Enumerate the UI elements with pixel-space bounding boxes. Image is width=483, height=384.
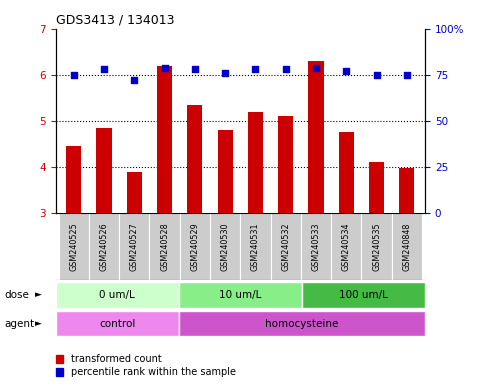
Text: GSM240531: GSM240531 bbox=[251, 222, 260, 271]
Bar bbox=[180, 213, 210, 280]
Point bbox=[373, 72, 381, 78]
Text: GSM240533: GSM240533 bbox=[312, 222, 321, 271]
Bar bbox=[66, 146, 81, 213]
Point bbox=[130, 77, 138, 83]
Bar bbox=[339, 132, 354, 213]
Text: homocysteine: homocysteine bbox=[265, 318, 339, 329]
Bar bbox=[278, 116, 293, 213]
Bar bbox=[301, 213, 331, 280]
Point bbox=[312, 65, 320, 71]
Bar bbox=[157, 66, 172, 213]
Bar bbox=[179, 311, 425, 336]
Bar bbox=[241, 213, 270, 280]
Bar bbox=[361, 213, 392, 280]
Point bbox=[252, 66, 259, 73]
Point bbox=[221, 70, 229, 76]
Text: 10 um/L: 10 um/L bbox=[219, 290, 261, 300]
Text: 100 um/L: 100 um/L bbox=[339, 290, 388, 300]
Bar bbox=[89, 213, 119, 280]
Point bbox=[100, 66, 108, 73]
Bar bbox=[56, 282, 179, 308]
Bar bbox=[331, 213, 361, 280]
Bar bbox=[97, 128, 112, 213]
Bar bbox=[210, 213, 241, 280]
Text: GSM240848: GSM240848 bbox=[402, 223, 412, 271]
Text: 0 um/L: 0 um/L bbox=[99, 290, 135, 300]
Text: GSM240528: GSM240528 bbox=[160, 222, 169, 271]
Legend: transformed count, percentile rank within the sample: transformed count, percentile rank withi… bbox=[56, 354, 236, 377]
Text: GSM240527: GSM240527 bbox=[130, 222, 139, 271]
Text: dose: dose bbox=[5, 290, 30, 300]
Bar bbox=[369, 162, 384, 213]
Bar bbox=[56, 311, 179, 336]
Text: GSM240529: GSM240529 bbox=[190, 222, 199, 271]
Text: GSM240526: GSM240526 bbox=[99, 222, 109, 271]
Text: agent: agent bbox=[5, 318, 35, 329]
Bar bbox=[248, 112, 263, 213]
Bar bbox=[179, 282, 302, 308]
Bar bbox=[119, 213, 149, 280]
Text: control: control bbox=[99, 318, 135, 329]
Bar bbox=[309, 61, 324, 213]
Bar bbox=[149, 213, 180, 280]
Point bbox=[342, 68, 350, 74]
Text: GSM240532: GSM240532 bbox=[281, 222, 290, 271]
Bar bbox=[392, 213, 422, 280]
Point bbox=[282, 66, 290, 73]
Bar bbox=[217, 130, 233, 213]
Text: GSM240525: GSM240525 bbox=[69, 222, 78, 271]
Text: GSM240534: GSM240534 bbox=[342, 222, 351, 271]
Text: GSM240530: GSM240530 bbox=[221, 222, 229, 271]
Text: GSM240535: GSM240535 bbox=[372, 222, 381, 271]
Point bbox=[70, 72, 78, 78]
Point bbox=[403, 72, 411, 78]
Text: ►: ► bbox=[35, 290, 42, 299]
Point bbox=[191, 66, 199, 73]
Bar bbox=[270, 213, 301, 280]
Bar bbox=[399, 168, 414, 213]
Text: ►: ► bbox=[35, 319, 42, 328]
Point bbox=[161, 65, 169, 71]
Bar bbox=[187, 105, 202, 213]
Bar bbox=[58, 213, 89, 280]
Text: GDS3413 / 134013: GDS3413 / 134013 bbox=[56, 14, 174, 27]
Bar bbox=[302, 282, 425, 308]
Bar bbox=[127, 172, 142, 213]
